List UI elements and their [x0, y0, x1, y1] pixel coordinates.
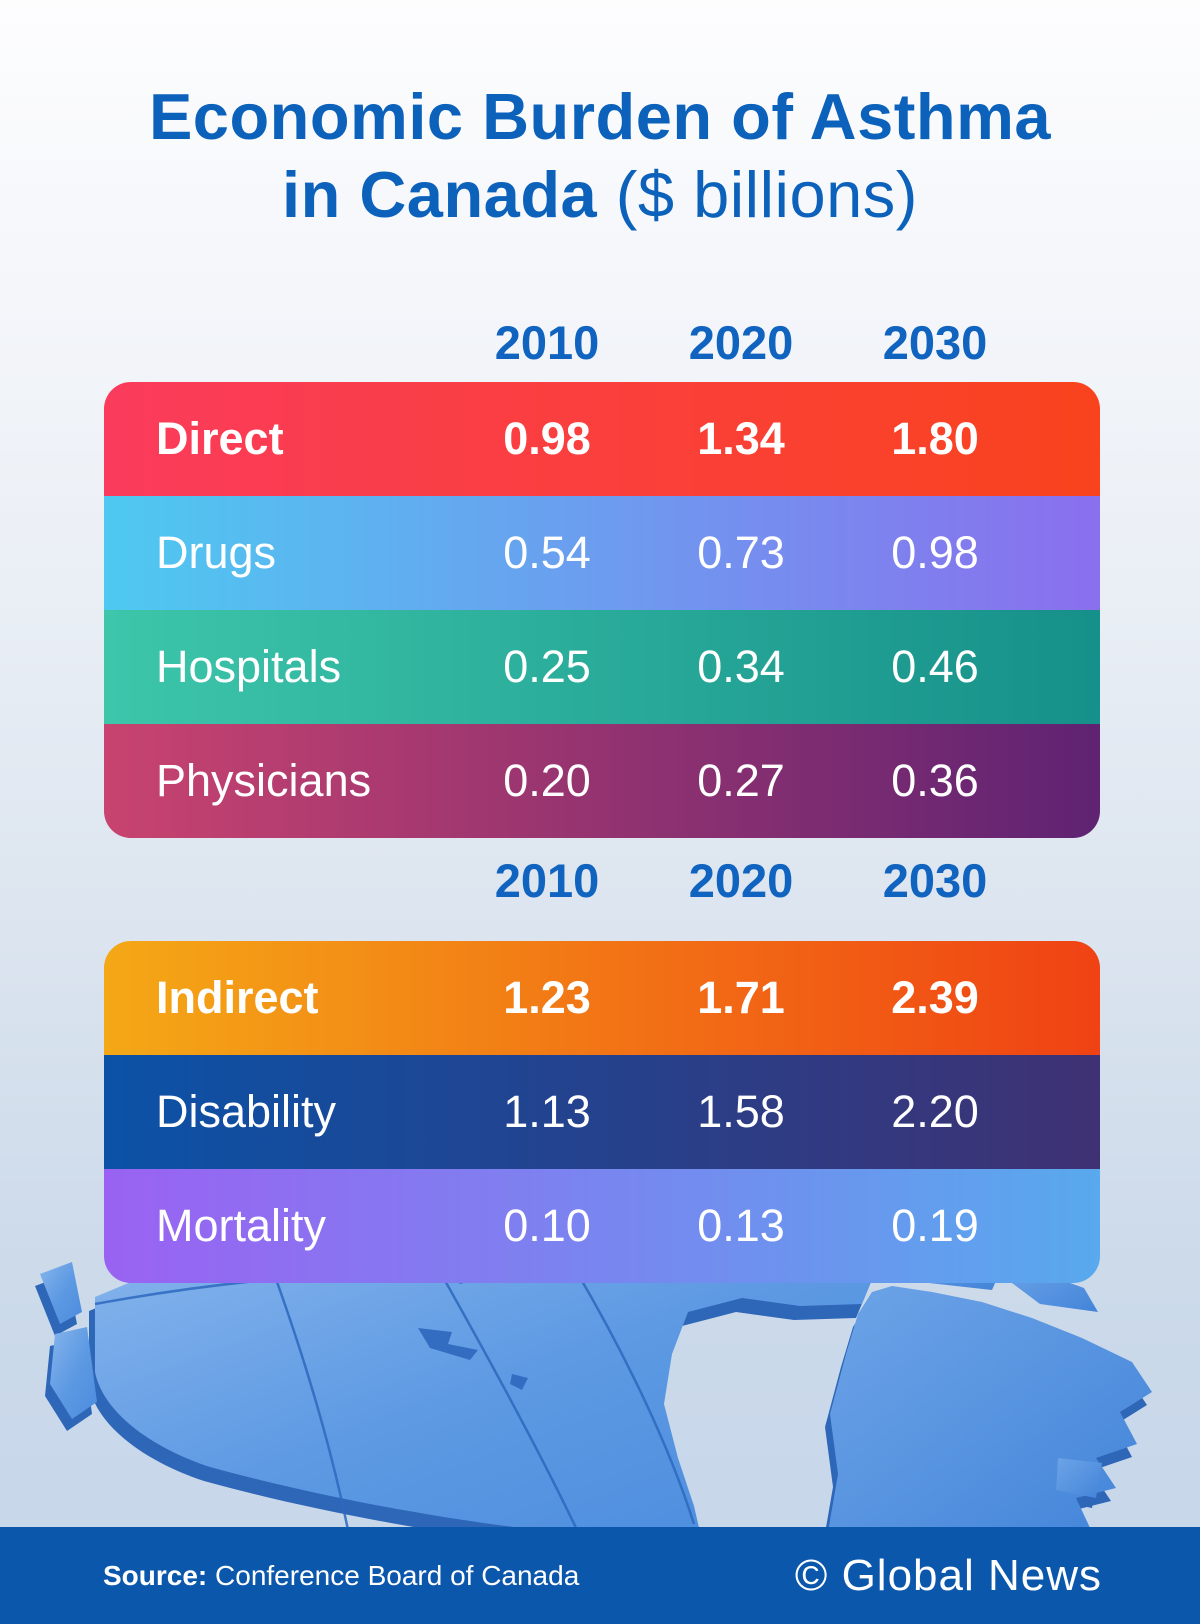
value-cell: 2.39 — [891, 972, 979, 1023]
year-header: 2020 — [688, 316, 794, 369]
year-header: 2010 — [494, 316, 600, 369]
value-cell: 1.23 — [503, 972, 591, 1023]
copyright-credit: © Global News — [794, 1550, 1102, 1600]
row-label: Indirect — [156, 972, 319, 1023]
year-header: 2030 — [882, 316, 988, 369]
value-cell: 1.71 — [697, 972, 785, 1023]
row-label: Drugs — [156, 527, 277, 578]
value-cell: 0.19 — [891, 1200, 979, 1251]
value-cell: 0.46 — [891, 641, 979, 692]
page-title: Economic Burden of Asthma in Canada ($ b… — [0, 78, 1200, 234]
value-cell: 0.34 — [697, 641, 785, 692]
value-cell: 0.20 — [503, 755, 591, 806]
value-cell: 0.27 — [697, 755, 785, 806]
source-label: Source: — [103, 1559, 208, 1591]
row-label: Direct — [156, 413, 284, 464]
footer-bar: Source: Conference Board of Canada © Glo… — [0, 1527, 1200, 1624]
value-cell: 1.34 — [697, 413, 785, 464]
table-row-disability: Disability 1.13 1.58 2.20 — [104, 1055, 1100, 1169]
value-cell: 0.54 — [503, 527, 591, 578]
title-line-1: Economic Burden of Asthma — [148, 80, 1052, 153]
year-header: 2020 — [688, 854, 794, 907]
direct-costs-table: Direct 0.98 1.34 1.80 Drugs 0.54 0.73 0.… — [104, 382, 1100, 838]
value-cell: 0.98 — [503, 413, 591, 464]
value-cell: 0.13 — [697, 1200, 785, 1251]
row-label: Hospitals — [156, 641, 342, 692]
year-header: 2030 — [882, 854, 988, 907]
year-header-row-direct: 2010 2020 2030 — [104, 314, 1100, 372]
indirect-costs-table: Indirect 1.23 1.71 2.39 Disability 1.13 … — [104, 941, 1100, 1283]
table-row-physicians: Physicians 0.20 0.27 0.36 — [104, 724, 1100, 838]
title-line-2-light: ($ billions) — [597, 158, 918, 231]
map-landmass — [40, 1232, 1152, 1532]
value-cell: 0.36 — [891, 755, 979, 806]
source-text: Source: Conference Board of Canada — [103, 1560, 579, 1592]
value-cell: 0.73 — [697, 527, 785, 578]
value-cell: 1.80 — [891, 413, 979, 464]
title-line-2: in Canada ($ billions) — [0, 156, 1200, 234]
value-cell: 1.58 — [697, 1086, 785, 1137]
source-value: Conference Board of Canada — [207, 1559, 580, 1591]
row-label: Mortality — [156, 1200, 327, 1251]
value-cell: 0.10 — [503, 1200, 591, 1251]
table-row-indirect: Indirect 1.23 1.71 2.39 — [104, 941, 1100, 1055]
table-row-mortality: Mortality 0.10 0.13 0.19 — [104, 1169, 1100, 1283]
value-cell: 0.25 — [503, 641, 591, 692]
table-row-drugs: Drugs 0.54 0.73 0.98 — [104, 496, 1100, 610]
table-row-hospitals: Hospitals 0.25 0.34 0.46 — [104, 610, 1100, 724]
value-cell: 2.20 — [891, 1086, 979, 1137]
row-label: Disability — [156, 1086, 337, 1137]
table-row-direct: Direct 0.98 1.34 1.80 — [104, 382, 1100, 496]
year-header: 2010 — [494, 854, 600, 907]
value-cell: 1.13 — [503, 1086, 591, 1137]
year-header-row-indirect: 2010 2020 2030 — [104, 852, 1100, 910]
title-line-2-bold: in Canada — [282, 158, 598, 231]
row-label: Physicians — [156, 755, 372, 806]
value-cell: 0.98 — [891, 527, 979, 578]
